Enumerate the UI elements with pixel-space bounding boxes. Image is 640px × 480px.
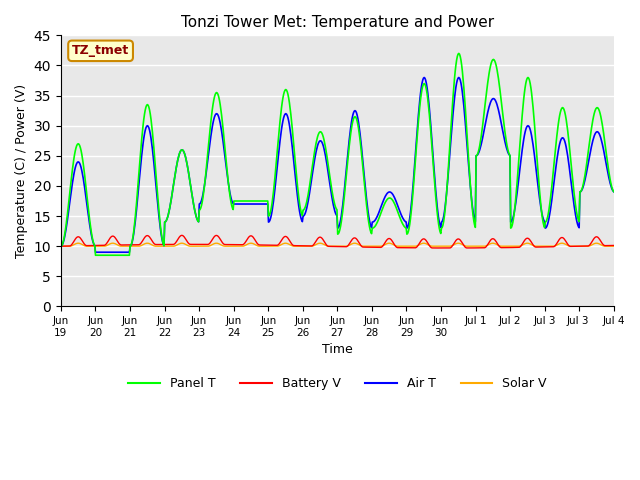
X-axis label: Time: Time [322, 343, 353, 356]
Panel T [92, 252, 99, 258]
Solar V [74, 240, 82, 246]
Solar V [273, 243, 280, 249]
Battery V [610, 242, 618, 248]
Air T [273, 172, 280, 178]
Line: Air T: Air T [61, 77, 614, 252]
Legend: Panel T, Battery V, Air T, Solar V: Panel T, Battery V, Air T, Solar V [124, 372, 551, 396]
Air T [395, 206, 403, 212]
Air T [427, 121, 435, 127]
Battery V [122, 242, 130, 248]
Battery V [252, 238, 259, 244]
Air T [610, 189, 618, 194]
Y-axis label: Temperature (C) / Power (V): Temperature (C) / Power (V) [15, 84, 28, 258]
Panel T [224, 178, 232, 183]
Air T [123, 249, 131, 255]
Battery V [57, 243, 65, 249]
Panel T [395, 212, 403, 218]
Solar V [252, 242, 259, 248]
Battery V [445, 245, 453, 251]
Air T [92, 249, 99, 255]
Air T [57, 243, 65, 249]
Text: TZ_tmet: TZ_tmet [72, 44, 129, 57]
Panel T [252, 198, 259, 204]
Panel T [426, 118, 434, 124]
Air T [420, 74, 428, 80]
Panel T [123, 252, 131, 258]
Air T [224, 179, 232, 184]
Battery V [178, 232, 186, 238]
Line: Battery V: Battery V [61, 235, 614, 248]
Battery V [395, 245, 403, 251]
Title: Tonzi Tower Met: Temperature and Power: Tonzi Tower Met: Temperature and Power [180, 15, 494, 30]
Line: Solar V: Solar V [61, 243, 614, 246]
Battery V [224, 242, 232, 248]
Panel T [610, 189, 618, 194]
Solar V [610, 243, 618, 249]
Solar V [57, 243, 65, 249]
Battery V [273, 242, 280, 248]
Air T [252, 201, 259, 207]
Line: Panel T: Panel T [61, 53, 614, 255]
Solar V [426, 243, 434, 249]
Panel T [57, 243, 65, 249]
Solar V [123, 243, 131, 249]
Panel T [273, 158, 280, 164]
Solar V [395, 243, 403, 249]
Solar V [224, 243, 232, 249]
Battery V [426, 243, 434, 249]
Panel T [455, 50, 463, 56]
